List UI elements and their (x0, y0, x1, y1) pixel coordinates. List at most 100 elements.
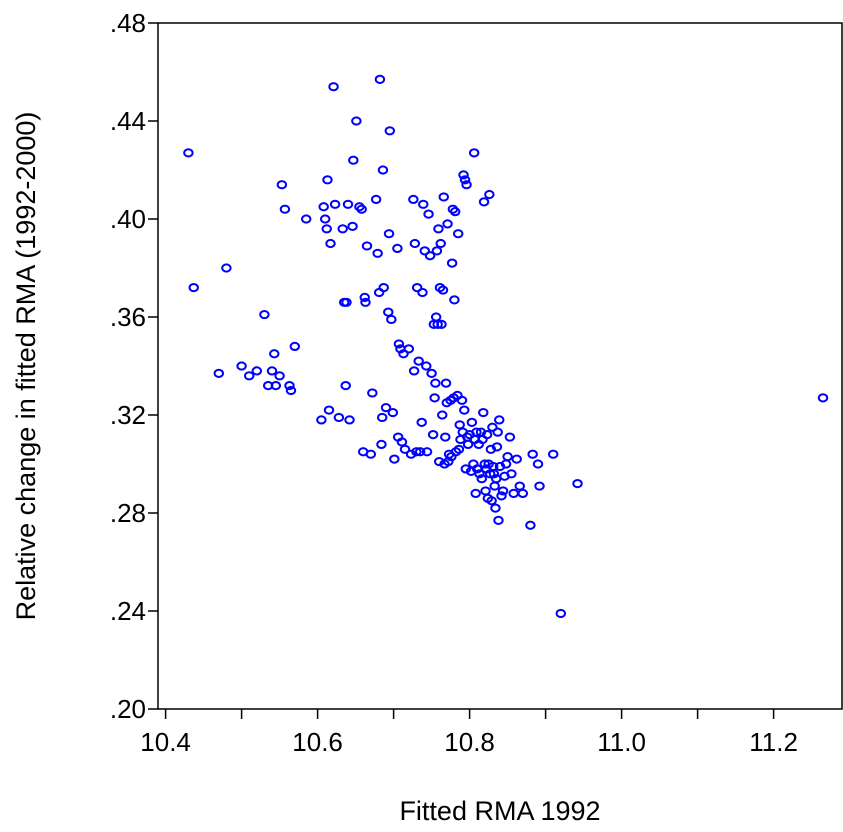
y-tick-label: .40 (110, 204, 146, 234)
data-point (494, 415, 505, 425)
data-point (405, 449, 417, 459)
data-point (244, 371, 255, 381)
data-point (437, 285, 449, 295)
data-point (493, 515, 504, 525)
data-point (356, 204, 367, 214)
data-point (525, 520, 536, 530)
data-point (490, 503, 501, 513)
data-point (504, 432, 516, 442)
y-tick-label: .24 (110, 596, 146, 626)
data-point (411, 447, 422, 457)
data-point (555, 608, 566, 619)
data-point (416, 417, 427, 427)
data-point (426, 368, 437, 378)
data-point (384, 126, 395, 136)
data-point (461, 180, 472, 190)
data-point (478, 407, 489, 418)
data-point (285, 385, 297, 396)
data-point (323, 405, 335, 415)
data-point (251, 366, 262, 376)
data-point (347, 221, 358, 231)
data-point (433, 224, 444, 234)
data-point (453, 229, 464, 239)
data-point (342, 199, 354, 209)
data-point (489, 481, 500, 491)
data-point (417, 287, 428, 298)
data-point (359, 292, 370, 302)
data-point (374, 74, 386, 84)
data-point (484, 469, 496, 479)
data-point (318, 202, 329, 212)
data-point (817, 393, 829, 403)
data-point (284, 381, 295, 391)
data-point (466, 417, 478, 427)
data-point (458, 170, 469, 180)
data-point (484, 189, 495, 200)
data-point (437, 410, 448, 420)
data-point (301, 214, 312, 224)
data-point (427, 430, 439, 440)
data-point (396, 437, 408, 447)
data-point (337, 224, 348, 234)
data-point (266, 366, 278, 376)
data-point (276, 180, 288, 190)
data-point (476, 474, 487, 484)
data-point (333, 412, 345, 423)
data-point (344, 415, 355, 425)
data-point (456, 395, 468, 405)
data-point (480, 486, 491, 496)
data-point (468, 148, 480, 158)
data-point (438, 192, 449, 202)
data-point (360, 297, 371, 307)
data-points (183, 74, 829, 619)
data-point (378, 283, 389, 293)
data-point (316, 415, 327, 425)
data-point (454, 420, 465, 430)
data-point (430, 378, 441, 388)
y-axis-title: Relative change in fitted RMA (1992-2000… (11, 112, 41, 621)
plot-frame (157, 22, 843, 710)
data-point (421, 361, 432, 371)
data-point (372, 248, 383, 258)
y-tick-label: .28 (110, 498, 146, 528)
data-point (328, 82, 339, 92)
data-point (471, 427, 482, 437)
data-point (221, 263, 232, 273)
data-point (329, 199, 341, 209)
data-point (409, 238, 421, 249)
data-point (408, 194, 419, 204)
data-point (517, 488, 528, 498)
data-point (389, 454, 400, 464)
data-point (269, 349, 280, 359)
data-point (387, 407, 399, 418)
data-point (492, 427, 503, 437)
data-point (403, 344, 414, 354)
data-point (270, 381, 281, 391)
data-point (534, 481, 545, 491)
data-point (351, 116, 362, 126)
data-point (511, 454, 522, 464)
data-point (572, 479, 583, 489)
data-point (289, 341, 300, 351)
data-point (376, 439, 387, 449)
data-point (478, 197, 490, 207)
data-point (508, 488, 519, 498)
data-point (365, 449, 376, 459)
data-point (453, 444, 465, 454)
data-point (398, 349, 409, 359)
data-point (496, 491, 507, 501)
data-point (413, 356, 424, 366)
data-point (491, 442, 503, 452)
y-axis: .20 .24 .28 .32 .36 .40 .44 .48 (110, 8, 158, 724)
data-point (442, 219, 453, 229)
data-point (446, 258, 458, 268)
data-point (527, 449, 538, 459)
data-point (423, 209, 434, 219)
data-point (474, 469, 485, 479)
data-point (415, 447, 426, 457)
data-point (532, 459, 544, 469)
data-point (424, 251, 436, 261)
data-point (279, 204, 291, 214)
data-point (320, 214, 331, 224)
